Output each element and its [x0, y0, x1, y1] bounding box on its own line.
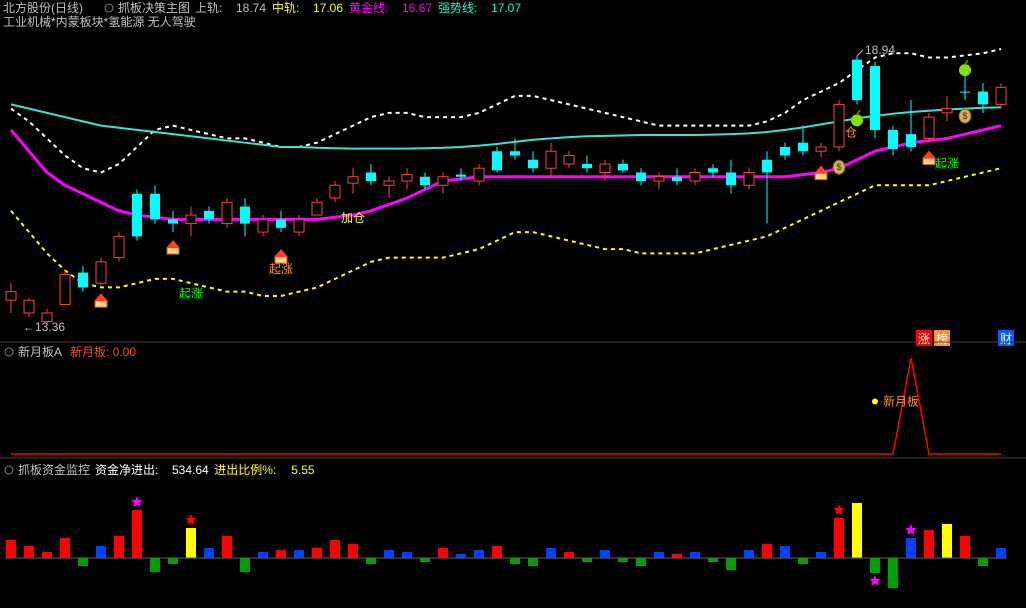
svg-text:仓: 仓 — [845, 125, 857, 139]
svg-text:起涨: 起涨 — [935, 155, 959, 170]
svg-text:财: 财 — [1000, 332, 1012, 346]
stock-chart: 北方股份(日线) 抓板决策主图上轨: 18.74 中轨: 17.06 黄金线: 16.67 强… — [0, 0, 1026, 608]
svg-text:534.64: 534.64 — [172, 463, 209, 477]
svg-text:$: $ — [836, 162, 841, 172]
panel2-line — [11, 358, 1001, 454]
svg-text:18.94: 18.94 — [865, 43, 895, 57]
svg-text:17.07: 17.07 — [491, 1, 521, 15]
svg-text:黄金线:: 黄金线: — [349, 0, 388, 15]
svg-text:新月板A: 新月板A — [18, 344, 62, 359]
svg-text:起涨: 起涨 — [179, 285, 203, 300]
svg-text:资金净进出:: 资金净进出: — [95, 462, 158, 477]
svg-text:18.74: 18.74 — [236, 1, 266, 15]
svg-text:17.06: 17.06 — [313, 1, 343, 15]
svg-text:强势线:: 强势线: — [438, 1, 477, 15]
svg-text:←13.36: ←13.36 — [23, 320, 65, 334]
svg-text:5.55: 5.55 — [291, 463, 315, 477]
svg-text:16.67: 16.67 — [402, 1, 432, 15]
svg-text:新月板: 新月板 — [883, 394, 919, 409]
svg-text:抓板资金监控: 抓板资金监控 — [18, 462, 90, 477]
svg-text:中轨:: 中轨: — [272, 0, 299, 15]
svg-text:$: $ — [962, 111, 967, 121]
svg-text:进出比例%:: 进出比例%: — [214, 463, 276, 477]
svg-text:抓板决策主图: 抓板决策主图 — [118, 1, 190, 15]
svg-text:涨: 涨 — [918, 331, 930, 346]
svg-text:新月板: 0.00: 新月板: 0.00 — [70, 344, 136, 359]
svg-text:工业机械*内蒙板块*氢能源 无人驾驶: 工业机械*内蒙板块*氢能源 无人驾驶 — [3, 14, 196, 29]
svg-text:榜: 榜 — [936, 331, 948, 346]
svg-text:加仓: 加仓 — [341, 211, 365, 225]
svg-text:上轨:: 上轨: — [195, 1, 222, 15]
svg-text:北方股份(日线): 北方股份(日线) — [3, 0, 83, 15]
svg-text:起涨: 起涨 — [269, 261, 293, 276]
